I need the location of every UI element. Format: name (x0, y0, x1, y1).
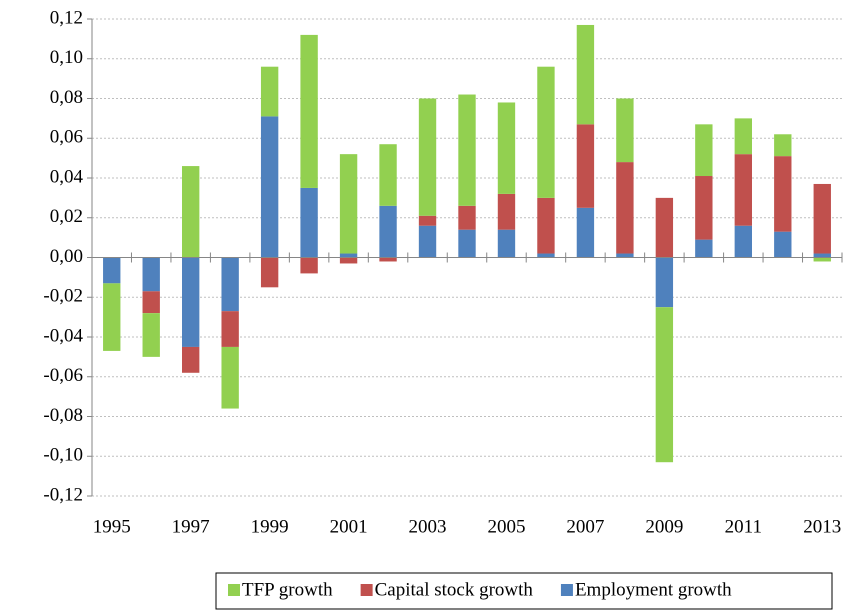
bar (497, 102, 516, 194)
bar (300, 257, 318, 274)
bar (182, 166, 200, 258)
bar (537, 197, 555, 254)
y-tick-label: 0,02 (50, 206, 83, 227)
bar (616, 98, 634, 163)
bar (655, 197, 674, 258)
bar (734, 118, 752, 155)
bar (379, 144, 397, 206)
y-tick-label: 0,06 (50, 127, 83, 148)
bar (418, 98, 437, 216)
bar (655, 257, 674, 308)
bar (300, 187, 318, 258)
bar (142, 313, 160, 357)
bar (576, 207, 595, 258)
x-tick-label: 1999 (251, 516, 289, 537)
bar (260, 116, 279, 258)
bar (695, 239, 713, 258)
y-tick-label: 0,10 (50, 47, 83, 68)
x-tick-label: 2013 (803, 516, 841, 537)
y-tick-label: -0,12 (43, 484, 83, 505)
bar (576, 24, 595, 125)
bar (813, 183, 831, 254)
bar (379, 205, 397, 258)
y-tick-label: 0,04 (50, 166, 84, 187)
bar (774, 231, 792, 258)
bar (379, 257, 397, 262)
bar (576, 124, 595, 208)
legend-label: Employment growth (575, 579, 732, 600)
x-tick-label: 1995 (93, 516, 131, 537)
y-tick-label: -0,06 (43, 365, 83, 386)
bar (339, 154, 358, 254)
bar (300, 34, 318, 188)
legend-marker (360, 584, 373, 596)
x-tick-label: 1997 (172, 516, 210, 537)
x-tick-label: 2005 (487, 516, 525, 537)
legend-marker (228, 584, 240, 596)
bar (813, 253, 831, 258)
bar (497, 193, 516, 230)
bar (695, 124, 713, 177)
bar (537, 66, 555, 198)
bar (695, 176, 713, 240)
bar (655, 307, 674, 463)
bar (734, 154, 752, 226)
bar (142, 291, 160, 314)
y-tick-label: -0,10 (43, 445, 83, 466)
bar (221, 346, 239, 409)
bar (418, 215, 437, 226)
x-tick-label: 2003 (409, 516, 447, 537)
bar (339, 257, 358, 264)
bar (616, 162, 634, 254)
bar (182, 257, 200, 347)
x-tick-label: 2007 (566, 516, 604, 537)
bar (458, 94, 476, 206)
y-tick-label: -0,04 (43, 325, 83, 346)
legend-label: TFP growth (242, 579, 333, 600)
bar (774, 134, 792, 157)
x-tick-label: 2009 (645, 516, 683, 537)
bar (616, 253, 634, 258)
bar (813, 257, 831, 262)
bar (182, 346, 200, 373)
x-tick-label: 2001 (330, 516, 368, 537)
bar (458, 229, 476, 258)
bar (103, 283, 121, 351)
bar (339, 253, 358, 258)
bar (537, 253, 555, 258)
y-tick-label: 0,00 (50, 246, 83, 267)
y-tick-label: 0,12 (50, 7, 83, 28)
bar (774, 156, 792, 232)
bar (221, 257, 239, 312)
bar (142, 257, 160, 292)
y-tick-label: -0,02 (43, 286, 83, 307)
bar (103, 257, 121, 284)
y-tick-label: 0,08 (50, 87, 83, 108)
bar (734, 225, 752, 258)
bar (260, 66, 279, 117)
x-tick-label: 2011 (725, 516, 762, 537)
y-tick-label: -0,08 (43, 405, 83, 426)
legend-marker (560, 584, 573, 596)
legend-label: Capital stock growth (375, 579, 534, 600)
bar (418, 225, 437, 258)
bar (458, 205, 476, 230)
legend-box (215, 572, 833, 610)
bar (497, 229, 516, 258)
bar (260, 257, 279, 288)
bar (221, 311, 239, 347)
